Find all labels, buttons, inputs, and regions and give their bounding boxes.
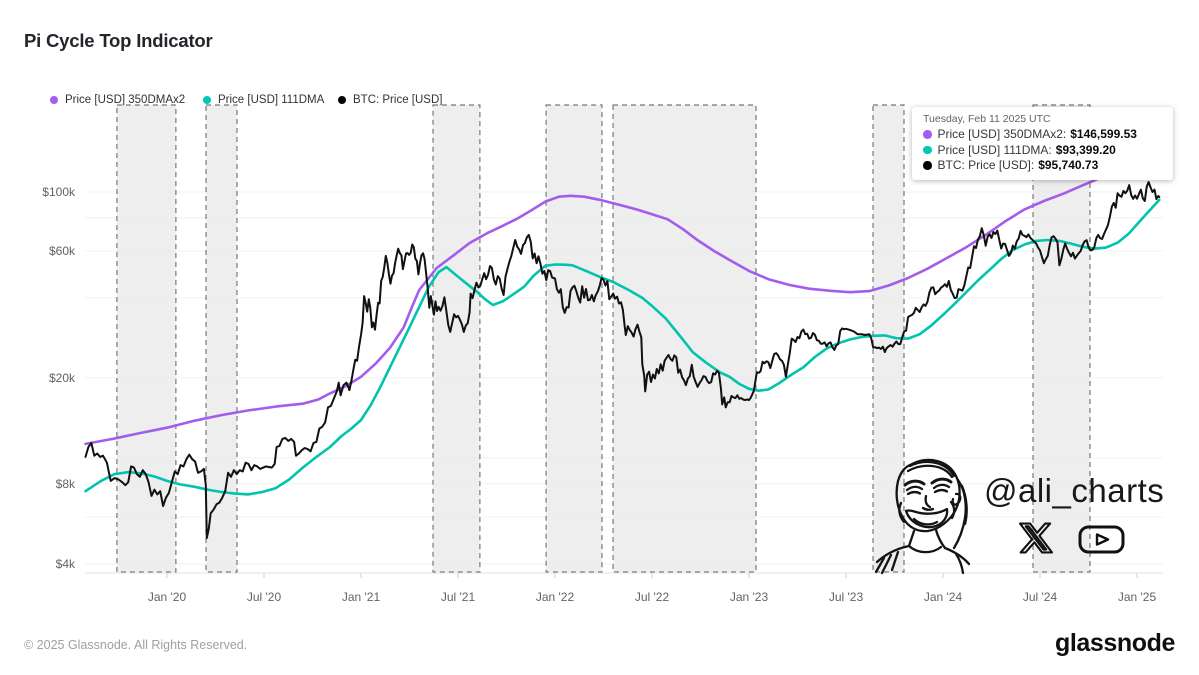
legend-marker-icon bbox=[50, 95, 58, 104]
chart-tooltip: Tuesday, Feb 11 2025 UTC Price [USD] 350… bbox=[912, 107, 1173, 180]
tooltip-row-111dma: Price [USD] 111DMA: $93,399.20 bbox=[923, 143, 1165, 158]
x-tick-label: Jan '24 bbox=[924, 590, 963, 604]
x-tick-label: Jan '22 bbox=[536, 590, 575, 604]
legend-marker-icon bbox=[338, 95, 346, 104]
x-tick-label: Jan '25 bbox=[1118, 590, 1157, 604]
pi-cycle-signal-band bbox=[612, 104, 757, 573]
series-line-111dma bbox=[84, 198, 1161, 496]
x-tick-label: Jan '23 bbox=[730, 590, 769, 604]
page-title: Pi Cycle Top Indicator bbox=[24, 30, 213, 51]
x-tick-label: Jul '21 bbox=[441, 590, 476, 604]
y-tick-label: $4k bbox=[56, 557, 76, 571]
glassnode-logo: glassnode bbox=[1054, 629, 1175, 657]
x-tick-label: Jul '20 bbox=[247, 590, 282, 604]
pi-cycle-signal-band bbox=[1032, 104, 1091, 573]
x-tick-label: Jul '22 bbox=[635, 590, 670, 604]
legend-marker-icon bbox=[203, 95, 211, 104]
tooltip-row-350dmax2: Price [USD] 350DMAx2: $146,599.53 bbox=[923, 127, 1165, 142]
legend-item-111dma[interactable]: Price [USD] 111DMA bbox=[203, 92, 324, 107]
legend-item-label: Price [USD] 111DMA bbox=[218, 93, 325, 106]
pi-cycle-signal-band bbox=[116, 104, 177, 573]
x-tick-label: Jul '24 bbox=[1023, 590, 1058, 604]
pi-cycle-signal-band bbox=[432, 104, 481, 573]
x-logo-icon bbox=[1018, 522, 1054, 554]
y-tick-label: $20k bbox=[49, 371, 76, 385]
legend-item-label: BTC: Price [USD] bbox=[353, 93, 443, 106]
ali-face-sketch-icon bbox=[874, 458, 971, 575]
pi-cycle-signal-band bbox=[545, 104, 603, 573]
y-tick-label: $8k bbox=[56, 477, 76, 491]
legend-item-btc-price[interactable]: BTC: Price [USD] bbox=[338, 92, 442, 107]
tooltip-row-btc-price: BTC: Price [USD]: $95,740.73 bbox=[923, 158, 1165, 173]
series-marker-icon bbox=[923, 145, 932, 154]
series-line-btc-price bbox=[84, 181, 1161, 540]
series-marker-icon bbox=[923, 130, 932, 139]
tooltip-date: Tuesday, Feb 11 2025 UTC bbox=[923, 113, 1051, 125]
x-tick-label: Jul '23 bbox=[829, 590, 864, 604]
pi-cycle-signal-band bbox=[205, 104, 238, 573]
copyright-text: © 2025 Glassnode. All Rights Reserved. bbox=[24, 638, 248, 652]
chart-legend: Price [USD] 350DMAx2 Price [USD] 111DMA … bbox=[0, 92, 1199, 108]
x-tick-label: Jan '21 bbox=[342, 590, 381, 604]
legend-item-350dmax2[interactable]: Price [USD] 350DMAx2 bbox=[50, 92, 185, 107]
y-tick-label: $100k bbox=[42, 185, 76, 199]
series-line-350dmax2 bbox=[84, 146, 1161, 446]
x-tick-label: Jan '20 bbox=[148, 590, 187, 604]
watermark: @ali_charts bbox=[866, 450, 1186, 595]
watermark-handle: @ali_charts bbox=[984, 472, 1165, 509]
legend-item-label: Price [USD] 350DMAx2 bbox=[65, 93, 186, 106]
series-marker-icon bbox=[923, 161, 932, 170]
y-tick-label: $60k bbox=[49, 244, 76, 258]
youtube-logo-icon bbox=[1078, 525, 1125, 554]
